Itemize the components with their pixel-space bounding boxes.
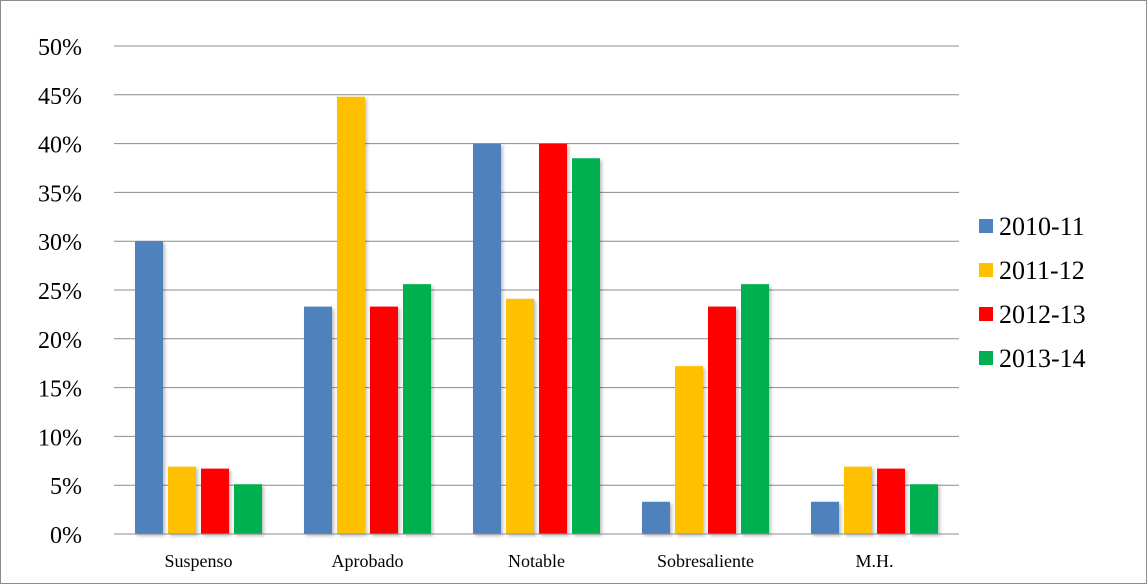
bar-2013-14-M.H. [910,484,938,534]
bar-2011-12-Aprobado [337,96,365,534]
y-tick-label: 20% [38,328,82,354]
bar-2011-12-Notable [506,298,534,534]
bar-2012-13-Aprobado [370,306,398,534]
bar-2011-12-M.H. [844,466,872,534]
legend-label: 2012-13 [999,300,1086,329]
y-tick-label: 5% [50,474,82,500]
y-tick-label: 50% [38,35,82,61]
bar-2010-11-Sobresaliente [642,501,670,534]
x-tick-label: Notable [508,551,565,571]
bar-2012-13-Sobresaliente [708,306,736,534]
legend-swatch [979,307,993,321]
bar-2012-13-Suspenso [201,468,229,534]
gridlines [114,45,959,486]
y-tick-label: 15% [38,377,82,403]
bar-2012-13-Notable [539,143,567,534]
bar-2012-13-M.H. [877,468,905,534]
x-axis-ticks: Suspenso Aprobado Notable Sobresaliente M.H. [164,551,893,571]
bars [135,96,938,535]
bar-2011-12-Sobresaliente [675,366,703,534]
bar-2013-14-Suspenso [234,484,262,534]
y-tick-label: 10% [38,425,82,451]
x-tick-label: Sobresaliente [657,551,754,571]
legend-swatch [979,263,993,277]
bar-2011-12-Suspenso [168,466,196,534]
x-tick-label: Aprobado [332,551,404,571]
y-tick-label: 40% [38,133,82,159]
y-axis-ticks: 0% 5% 10% 15% 20% 25% 30% 35% 40% 45% 50% [38,35,82,549]
legend-swatch [979,219,993,233]
bar-2010-11-Aprobado [304,306,332,534]
legend-swatch [979,351,993,365]
legend-label: 2013-14 [999,344,1086,373]
y-tick-label: 45% [38,84,82,110]
bar-2010-11-M.H. [811,501,839,534]
y-tick-label: 25% [38,279,82,305]
x-tick-label: Suspenso [164,551,232,571]
bar-2013-14-Notable [572,158,600,535]
y-tick-label: 30% [38,230,82,256]
bar-2013-14-Aprobado [403,284,431,534]
legend-label: 2010-11 [999,212,1085,241]
bar-2010-11-Suspenso [135,241,163,534]
bar-2010-11-Notable [473,143,501,534]
y-tick-label: 0% [50,523,82,549]
y-tick-label: 35% [38,181,82,207]
x-tick-label: M.H. [855,551,893,571]
legend: 2010-11 2011-12 2012-13 2013-14 [979,212,1086,373]
legend-label: 2011-12 [999,256,1085,285]
bar-2013-14-Sobresaliente [741,284,769,534]
